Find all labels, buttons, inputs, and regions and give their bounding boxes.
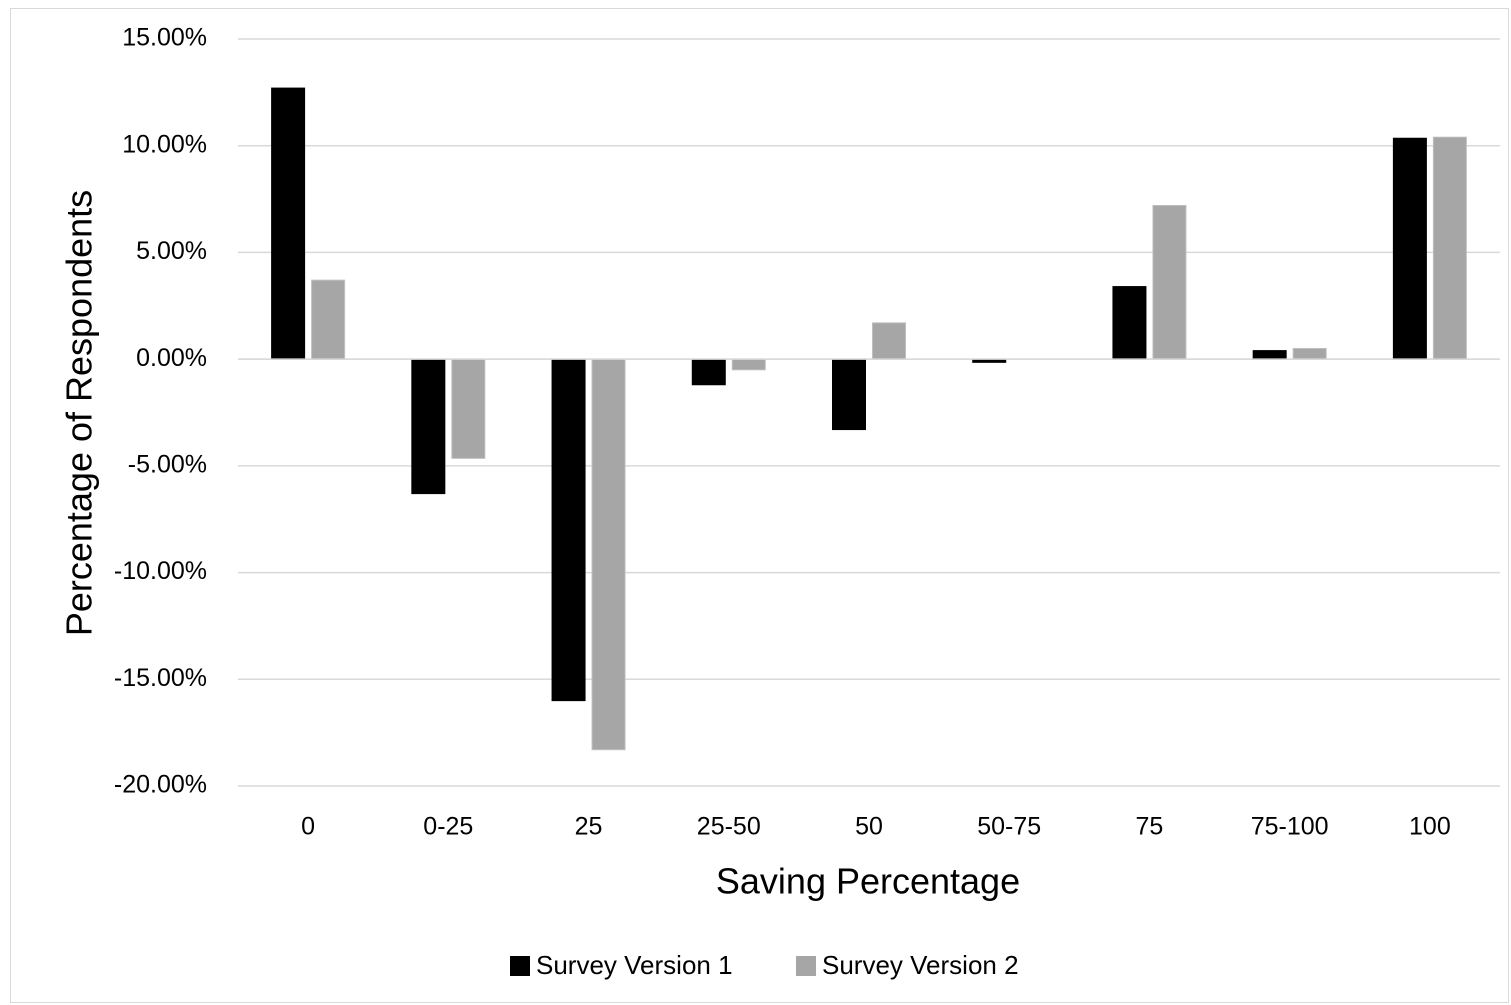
y-tick-label: 10.00%	[122, 130, 207, 158]
bar-survey-version-2-25-50	[731, 358, 766, 371]
bar-survey-version-1-0	[271, 87, 306, 360]
bar-survey-version-1-75	[1112, 286, 1147, 360]
x-tick-label: 75-100	[1251, 813, 1329, 841]
bar-survey-version-1-25	[551, 358, 586, 702]
x-axis-tick-labels: 0 0-25 25 25-50 50 50-75 75 75-100 100	[301, 813, 1451, 841]
y-tick-label: -5.00%	[128, 450, 207, 478]
y-tick-label: -15.00%	[114, 664, 207, 692]
gridlines	[238, 38, 1500, 787]
bar-survey-version-1-25-50	[691, 358, 726, 386]
bar-survey-version-2-0	[311, 279, 346, 360]
y-tick-label: 0.00%	[136, 344, 207, 372]
x-axis-title: Saving Percentage	[716, 861, 1020, 902]
x-tick-label: 75	[1136, 813, 1164, 841]
y-tick-label: 15.00%	[122, 24, 207, 52]
y-axis-tick-labels: 15.00% 10.00% 5.00% 0.00% -5.00% -10.00% -15.0…	[114, 24, 207, 799]
bar-survey-version-1-50	[832, 358, 866, 431]
bar-survey-version-2-25	[591, 358, 626, 751]
legend-swatch-survey-version-2	[796, 956, 816, 976]
bar-survey-version-1-0-25	[411, 358, 446, 495]
x-tick-label: 25-50	[697, 813, 761, 841]
y-tick-label: 5.00%	[136, 237, 207, 265]
bar-survey-version-1-75-100	[1252, 350, 1287, 360]
x-tick-label: 50-75	[977, 813, 1041, 841]
bar-survey-version-2-75	[1152, 204, 1187, 360]
bar-survey-version-2-50	[872, 322, 906, 360]
y-tick-label: -10.00%	[114, 557, 207, 585]
legend-label-survey-version-1: Survey Version 1	[536, 950, 733, 980]
bar-survey-version-1-100	[1392, 137, 1427, 360]
x-tick-label: 50	[855, 813, 883, 841]
x-tick-label: 0-25	[423, 813, 473, 841]
chart-frame	[10, 8, 1509, 1003]
bar-survey-version-2-100	[1432, 136, 1467, 360]
bar-survey-version-2-0-25	[451, 358, 486, 459]
y-tick-label: -20.00%	[114, 771, 207, 799]
bars	[238, 87, 1500, 751]
legend-swatch-survey-version-1	[510, 956, 530, 976]
y-axis-title: Percentage of Respondents	[59, 190, 100, 636]
x-tick-label: 25	[575, 813, 603, 841]
x-tick-label: 0	[301, 813, 315, 841]
legend-label-survey-version-2: Survey Version 2	[822, 950, 1019, 980]
legend: Survey Version 1 Survey Version 2	[510, 950, 1019, 980]
x-tick-label: 100	[1409, 813, 1451, 841]
bar-survey-version-2-75-100	[1292, 347, 1327, 360]
